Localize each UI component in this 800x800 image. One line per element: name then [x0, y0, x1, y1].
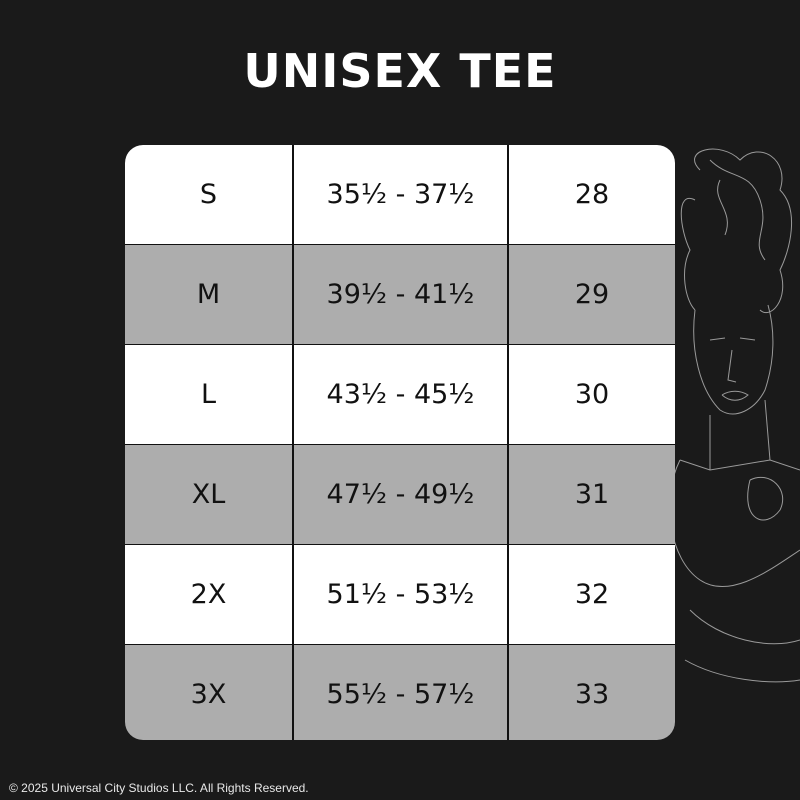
table-row: M 39½ - 41½ 29	[125, 245, 675, 345]
table-row: 2X 51½ - 53½ 32	[125, 545, 675, 645]
chest-cell: 51½ - 53½	[294, 545, 509, 644]
size-cell: L	[125, 345, 294, 444]
size-chart-table: S 35½ - 37½ 28 M 39½ - 41½ 29 L 43½ - 45…	[125, 145, 675, 740]
chest-cell: 55½ - 57½	[294, 645, 509, 740]
chest-cell: 43½ - 45½	[294, 345, 509, 444]
length-cell: 28	[509, 145, 675, 244]
chest-cell: 39½ - 41½	[294, 245, 509, 344]
table-row: S 35½ - 37½ 28	[125, 145, 675, 245]
table-row: L 43½ - 45½ 30	[125, 345, 675, 445]
chest-cell: 47½ - 49½	[294, 445, 509, 544]
copyright-notice: © 2025 Universal City Studios LLC. All R…	[9, 781, 309, 795]
size-cell: 2X	[125, 545, 294, 644]
size-cell: XL	[125, 445, 294, 544]
length-cell: 30	[509, 345, 675, 444]
size-cell: M	[125, 245, 294, 344]
page-title: UNISEX TEE	[243, 44, 557, 98]
size-cell: S	[125, 145, 294, 244]
length-cell: 33	[509, 645, 675, 740]
length-cell: 29	[509, 245, 675, 344]
length-cell: 31	[509, 445, 675, 544]
table-row: XL 47½ - 49½ 31	[125, 445, 675, 545]
size-cell: 3X	[125, 645, 294, 740]
length-cell: 32	[509, 545, 675, 644]
table-row: 3X 55½ - 57½ 33	[125, 645, 675, 740]
bride-illustration-icon	[669, 148, 800, 683]
chest-cell: 35½ - 37½	[294, 145, 509, 244]
